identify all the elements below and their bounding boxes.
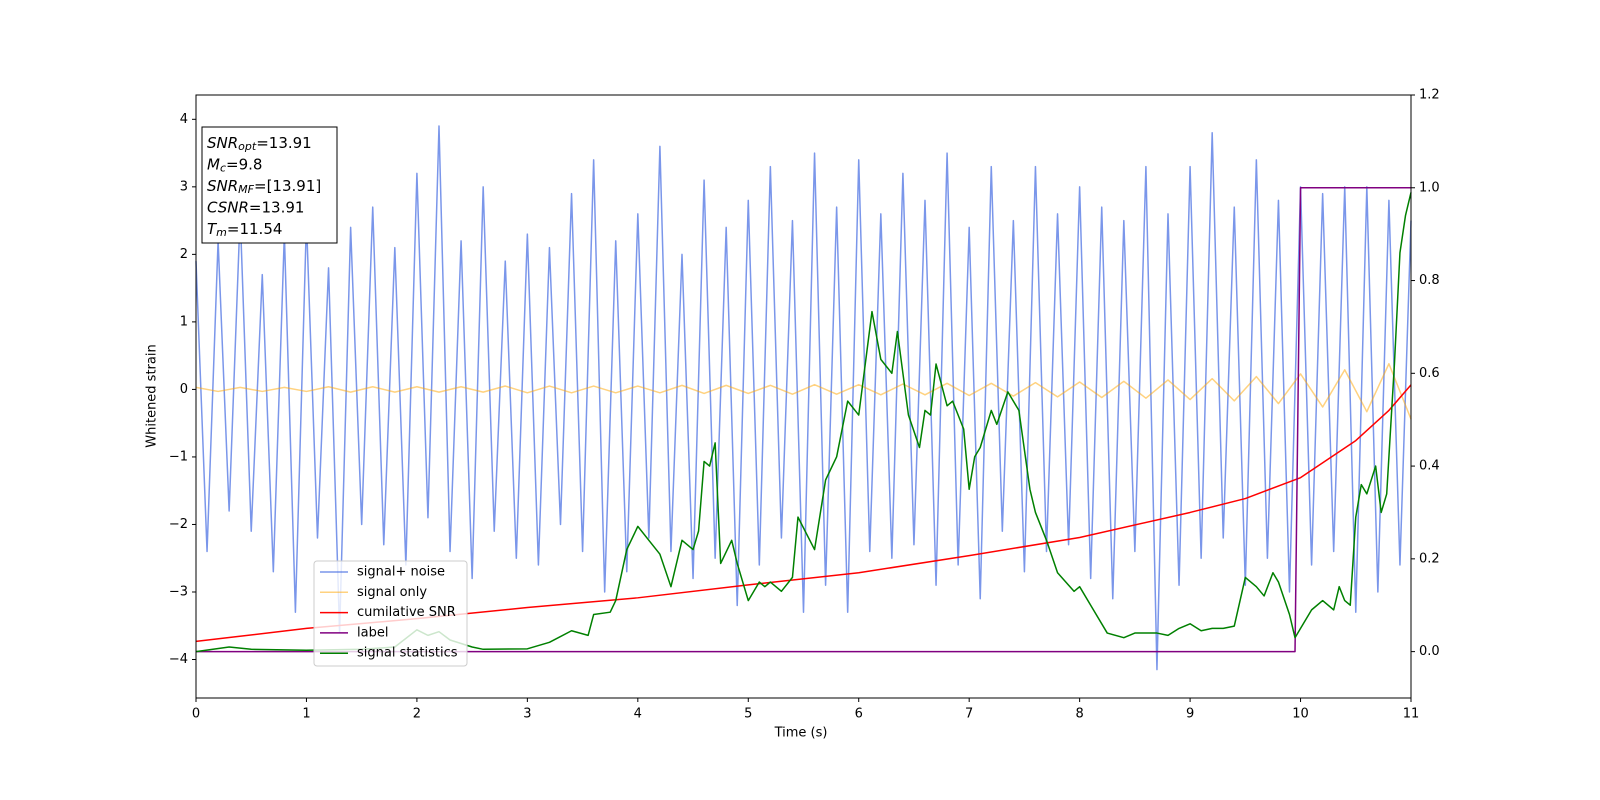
x-tick-label: 1 <box>302 707 310 722</box>
y-tick-label: −4 <box>169 652 188 667</box>
y-tick-label: 3 <box>180 179 188 194</box>
legend-label: signal statistics <box>357 646 458 661</box>
series-line <box>195 192 1412 653</box>
annotation-subscript: opt <box>238 140 257 153</box>
annotation-value: =9.8 <box>226 155 262 173</box>
ticks: 0 1 2 3 4 5 6 7 8 9 10 11 −4 −3 −2 −1 0 1 2 3 4 0.0 0.2 0.4 0.6 0… <box>169 88 1440 722</box>
annotation-symbol: T <box>207 220 218 238</box>
annotation-value: =11.54 <box>227 220 283 238</box>
x-tick-label: 9 <box>1186 707 1194 722</box>
x-tick-label: 10 <box>1292 707 1309 722</box>
legend-label: label <box>357 625 388 640</box>
x-tick-label: 8 <box>1075 707 1083 722</box>
annotation-line: SNRMF=[13.91] <box>207 177 321 197</box>
legend-box <box>313 560 468 667</box>
y2-tick-label: 0.8 <box>1419 273 1440 288</box>
y-tick-label: 2 <box>180 247 188 262</box>
x-tick-label: 7 <box>965 707 973 722</box>
x-tick-label: 6 <box>855 707 863 722</box>
annotation-value: =13.91 <box>249 198 305 216</box>
y2-tick-label: 0.2 <box>1419 551 1440 566</box>
x-tick-label: 2 <box>413 707 421 722</box>
y-tick-label: −2 <box>169 517 188 532</box>
annotation-subscript: MF <box>238 183 254 196</box>
series-line <box>196 187 1411 653</box>
y-tick-label: 4 <box>180 112 188 127</box>
annotation-symbol: SNR <box>207 177 238 195</box>
annotation-subscript: m <box>216 226 227 239</box>
legend-label: signal only <box>357 585 427 600</box>
annotation-line: CSNR=13.91 <box>207 198 304 216</box>
y-tick-label: −3 <box>169 584 188 599</box>
annotation-value: =[13.91] <box>254 177 321 195</box>
y2-tick-label: 0.0 <box>1419 644 1440 659</box>
y-axis-label: Whitened strain <box>145 344 160 447</box>
y-tick-label: 1 <box>180 314 188 329</box>
y-tick-label: −1 <box>169 449 188 464</box>
y-tick-label: 0 <box>180 382 188 397</box>
x-axis-label: Time (s) <box>774 726 828 741</box>
axes-frame <box>195 94 1412 699</box>
annotation-symbol: SNR <box>207 134 238 152</box>
annotation-symbol: CSNR <box>207 198 249 216</box>
y2-tick-label: 0.6 <box>1419 366 1440 381</box>
x-tick-label: 11 <box>1403 707 1420 722</box>
x-tick-label: 4 <box>634 707 642 722</box>
annotation-value: =13.91 <box>256 134 312 152</box>
y2-tick-label: 1.2 <box>1419 88 1440 103</box>
annotation-line: Tm=11.54 <box>207 220 282 240</box>
legend: signal+ noise signal only cumilative SNR la… <box>313 560 468 667</box>
x-tick-label: 3 <box>523 707 531 722</box>
legend-label: cumilative SNR <box>357 605 456 620</box>
annotation-line: SNRopt=13.91 <box>207 134 312 154</box>
annotation: SNRopt=13.91Mc=9.8SNRMF=[13.91]CSNR=13.9… <box>201 126 338 244</box>
annotation-subscript: c <box>220 162 226 175</box>
y2-tick-label: 0.4 <box>1419 459 1440 474</box>
x-tick-label: 0 <box>192 707 200 722</box>
series-line <box>195 363 1412 420</box>
annotation-line: Mc=9.8 <box>207 155 262 175</box>
legend-label: signal+ noise <box>357 565 445 580</box>
x-tick-label: 5 <box>744 707 752 722</box>
annotation-symbol: M <box>207 155 220 173</box>
annotation-box <box>201 126 338 244</box>
series-line <box>195 125 1412 671</box>
y2-tick-label: 1.0 <box>1419 180 1440 195</box>
